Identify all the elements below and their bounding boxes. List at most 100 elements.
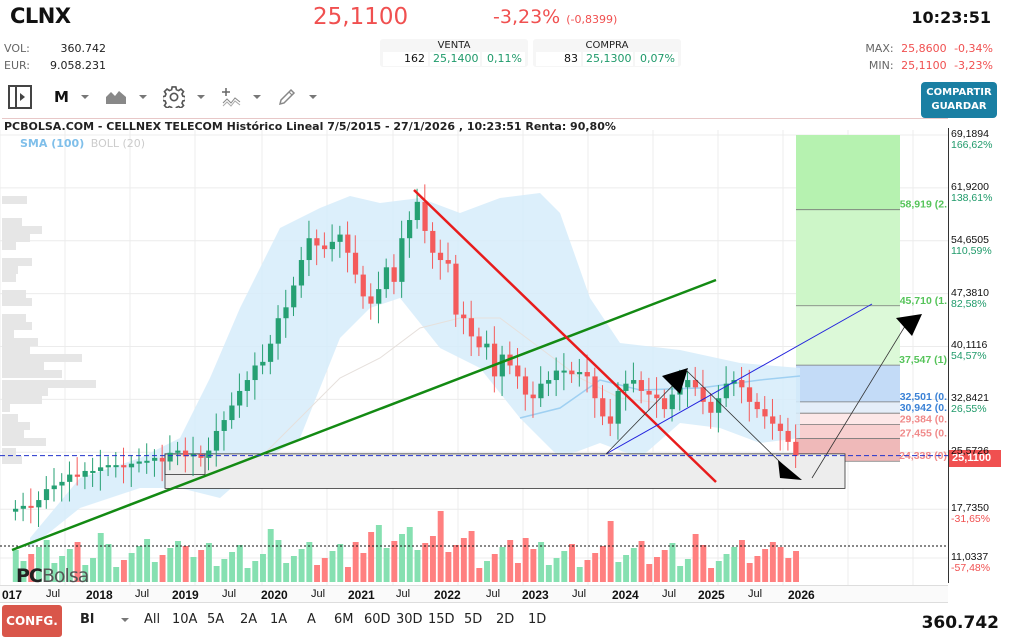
x-tick-label: Jul: [748, 588, 763, 600]
chevron-down-icon: [252, 95, 261, 99]
x-tick-label: 2021: [348, 588, 375, 602]
panel-toggle-icon: [8, 85, 32, 109]
x-tick-label: 2024: [612, 588, 639, 602]
range-button-30d[interactable]: 30D: [396, 612, 423, 627]
compra-title: COMPRA: [585, 40, 629, 51]
venta-pct: 0,11%: [481, 52, 525, 66]
range-button-10a[interactable]: 10A: [172, 612, 198, 627]
range-button-60d[interactable]: 60D: [364, 612, 391, 627]
range-button-6m[interactable]: 6M: [334, 612, 354, 627]
compra-qty: 83: [536, 52, 581, 66]
x-tick-label: 2026: [788, 588, 815, 602]
period-label: M: [54, 88, 69, 106]
pcbolsa-logo: PCBolsa: [16, 565, 89, 587]
period-dropdown[interactable]: M: [54, 88, 89, 106]
chevron-down-icon: [308, 95, 317, 99]
y-tick-label: 25,5726: [951, 445, 989, 458]
clock: 10:23:51: [911, 8, 991, 27]
y-tick-label: 54,6505 110,59%: [951, 233, 992, 257]
ticker-symbol: CLNX: [10, 4, 71, 28]
range-button-15d[interactable]: 15D: [428, 612, 455, 627]
max-row: MAX: 25,8600 -0,34%: [865, 42, 993, 55]
chevron-down-icon: [138, 95, 147, 99]
range-button-5d[interactable]: 5D: [464, 612, 483, 627]
indicators-dropdown[interactable]: [221, 87, 261, 107]
x-tick-label: 017: [2, 588, 23, 602]
y-tick-label: 40,1116 54,57%: [951, 339, 988, 363]
range-button-all[interactable]: All: [144, 612, 161, 627]
max-value: 25,8600: [901, 42, 947, 55]
eur-value: 9.058.231: [50, 59, 106, 72]
config-button[interactable]: CONFG.: [2, 605, 62, 637]
venta-qty: 162: [383, 52, 428, 66]
legend-sma[interactable]: SMA (100): [20, 137, 85, 150]
draw-dropdown[interactable]: [277, 87, 317, 107]
chart-area[interactable]: [2, 118, 948, 585]
x-tick-label: 2020: [261, 588, 288, 602]
logo-pc: PC: [16, 565, 43, 587]
x-tick-label: Jul: [662, 588, 677, 600]
pencil-icon: [278, 88, 295, 106]
price-change: -3,23% (-0,8399): [493, 6, 617, 28]
gear-icon: [162, 86, 185, 108]
x-tick-label: Jul: [311, 588, 326, 600]
compra-box: COMPRA 83 25,1300 0,07%: [533, 39, 681, 67]
range-button-2a[interactable]: 2A: [240, 612, 258, 627]
share-label: COMPARTIR: [926, 87, 992, 98]
panel-toggle-button[interactable]: [8, 85, 32, 109]
svg-text:45,710 (1.: 45,710 (1.: [900, 295, 947, 307]
y-tick-label: 11,0337 -57,48%: [951, 551, 991, 574]
x-tick-label: Jul: [486, 588, 501, 600]
volume-total: 360.742: [921, 613, 999, 633]
mode-dropdown[interactable]: Bl: [80, 612, 129, 627]
chart-type-dropdown[interactable]: [105, 89, 147, 105]
min-pct: -3,23%: [954, 59, 993, 72]
range-button-2d[interactable]: 2D: [496, 612, 515, 627]
x-tick-label: Jul: [222, 588, 237, 600]
x-tick-label: 2022: [434, 588, 461, 602]
x-tick-label: Jul: [46, 588, 61, 600]
price-chart[interactable]: 58,919 (2. 45,710 (1. 37,547 (1) 32,501 (0.…: [0, 118, 948, 585]
y-axis: 25,1100 69,1894 166,62% 61,9200 138,61% 54,6…: [948, 128, 1004, 583]
chevron-down-icon: [120, 617, 129, 622]
share-save-button[interactable]: COMPARTIR GUARDAR: [921, 82, 997, 118]
legend-boll[interactable]: BOLL (20): [90, 137, 146, 150]
svg-text:24,338 (0): 24,338 (0): [899, 450, 947, 462]
svg-text:37,547 (1): 37,547 (1): [899, 354, 947, 366]
compra-price: 25,1300: [582, 52, 633, 66]
min-row: MIN: 25,1100 -3,23%: [869, 59, 993, 72]
y-tick-label: 69,1894 166,62%: [951, 128, 993, 151]
range-button-1d[interactable]: 1D: [528, 612, 547, 627]
indicator-add-icon: [221, 88, 241, 107]
range-button-a[interactable]: A: [307, 612, 316, 627]
x-tick-label: Jul: [396, 588, 411, 600]
logo-bolsa: Bolsa: [41, 565, 89, 587]
x-tick-label: Jul: [572, 588, 587, 600]
compra-pct: 0,07%: [634, 52, 678, 66]
vol-label: VOL:: [4, 42, 30, 55]
y-tick-label: 47,3810 82,58%: [951, 286, 989, 310]
y-tick-label: 61,9200 138,61%: [951, 180, 993, 204]
current-price-tag: 25,1100: [949, 450, 1001, 467]
svg-text:30,942 (0.: 30,942 (0.: [900, 402, 947, 414]
min-value: 25,1100: [901, 59, 947, 72]
x-tick-label: 2023: [522, 588, 549, 602]
range-button-5a[interactable]: 5A: [207, 612, 225, 627]
svg-text:32,501 (0.: 32,501 (0.: [900, 391, 947, 403]
save-label: GUARDAR: [931, 101, 987, 112]
y-tick-label: 32,8421 26,55%: [951, 392, 989, 416]
venta-title: VENTA: [437, 40, 471, 51]
mode-label: Bl: [80, 612, 95, 627]
min-label: MIN:: [868, 59, 894, 72]
area-chart-icon: [105, 91, 126, 104]
x-tick-label: Jul: [135, 588, 150, 600]
settings-dropdown[interactable]: [162, 86, 205, 108]
eur-label: EUR:: [4, 59, 31, 72]
x-tick-label: 2019: [172, 588, 199, 602]
vol-value: 360.742: [60, 42, 107, 55]
chevron-down-icon: [80, 95, 89, 99]
svg-text:29,384 (0.: 29,384 (0.: [900, 414, 947, 426]
x-tick-label: 2018: [86, 588, 113, 602]
range-button-1a[interactable]: 1A: [270, 612, 288, 627]
venta-price: 25,1400: [429, 52, 480, 66]
